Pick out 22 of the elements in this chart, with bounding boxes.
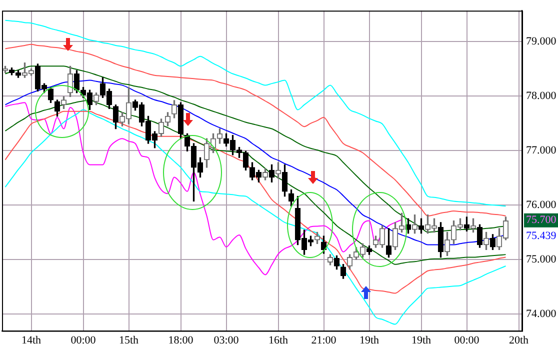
x-tick-label: 19th — [411, 334, 432, 346]
x-tick-label: 00:00 — [70, 334, 96, 346]
text: 75.439 — [526, 230, 557, 242]
line-series — [4, 109, 506, 325]
x-tick-label: 15th — [118, 334, 140, 346]
x-tick-label: 18:00 — [168, 334, 194, 346]
line-series — [4, 20, 506, 207]
text: 75.700 — [526, 214, 557, 226]
x-tick-label: 21:00 — [311, 334, 337, 346]
y-tick-label: 77.000 — [526, 144, 557, 156]
y-tick-label: 78.000 — [526, 90, 557, 102]
y-tick-label: 74.000 — [526, 308, 557, 320]
x-tick-label: 14th — [21, 334, 42, 346]
x-tick-label: 20th — [508, 334, 530, 346]
y-tick-label: 79.000 — [526, 36, 557, 48]
y-tick-label: 76.000 — [526, 198, 557, 211]
x-tick-label: 03:00 — [214, 334, 240, 346]
x-tick-label: 16th — [268, 334, 289, 346]
line-series — [4, 102, 402, 276]
y-tick-label: 75.000 — [526, 253, 557, 266]
x-tick-label: 19th — [359, 334, 380, 346]
x-tick-label: 00:00 — [454, 334, 480, 346]
